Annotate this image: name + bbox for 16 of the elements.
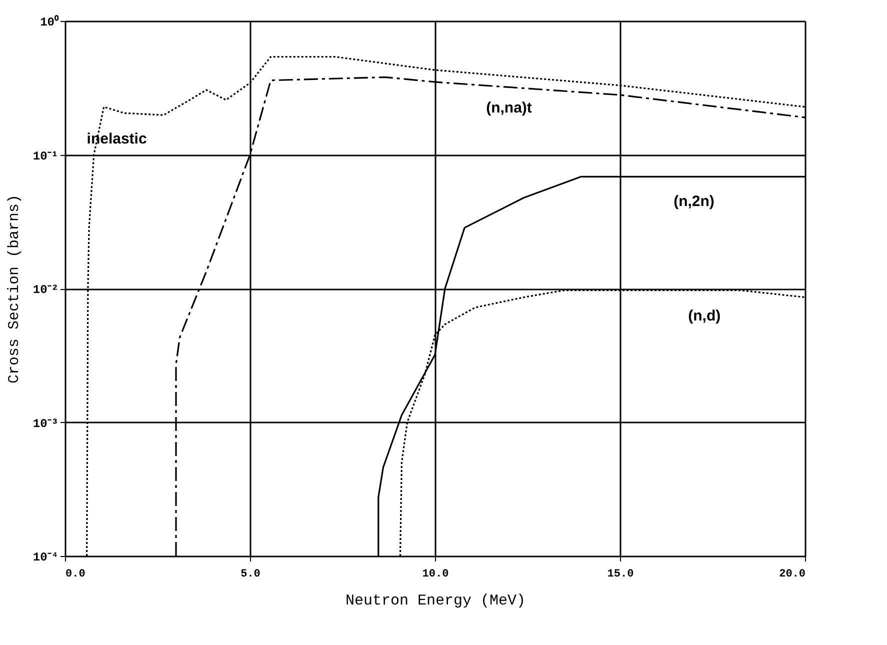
y-tick-label: 10⁻¹: [32, 149, 58, 164]
y-tick-label: 10⁰: [40, 14, 60, 30]
x-tick-label: 20.0: [779, 568, 806, 580]
series-label: inelastic: [86, 130, 147, 148]
x-axis-title: Neutron Energy (MeV): [345, 592, 526, 610]
y-tick-label: 10⁻⁴: [32, 550, 58, 564]
y-axis-title: Cross Section (barns): [6, 194, 23, 384]
y-tick-label: 10⁻²: [32, 283, 58, 297]
series-label: (n,2n): [674, 192, 714, 210]
series-label: (n,d): [688, 307, 721, 324]
y-tick-label: 10⁻³: [32, 416, 58, 431]
x-tick-label: 5.0: [240, 568, 260, 580]
x-tick-label: 15.0: [607, 568, 634, 580]
x-tick-label: 10.0: [422, 568, 449, 580]
x-tick-label: 0.0: [66, 568, 86, 580]
series-label: (n,na)t: [486, 100, 532, 117]
